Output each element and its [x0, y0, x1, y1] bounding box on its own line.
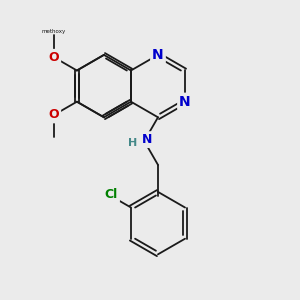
Text: methoxy: methoxy	[42, 29, 66, 34]
Text: N: N	[179, 95, 191, 109]
Text: N: N	[141, 133, 152, 146]
Text: O: O	[49, 109, 59, 122]
Text: Cl: Cl	[105, 188, 118, 201]
Text: H: H	[128, 138, 138, 148]
Text: O: O	[49, 51, 59, 64]
Text: N: N	[152, 48, 164, 62]
